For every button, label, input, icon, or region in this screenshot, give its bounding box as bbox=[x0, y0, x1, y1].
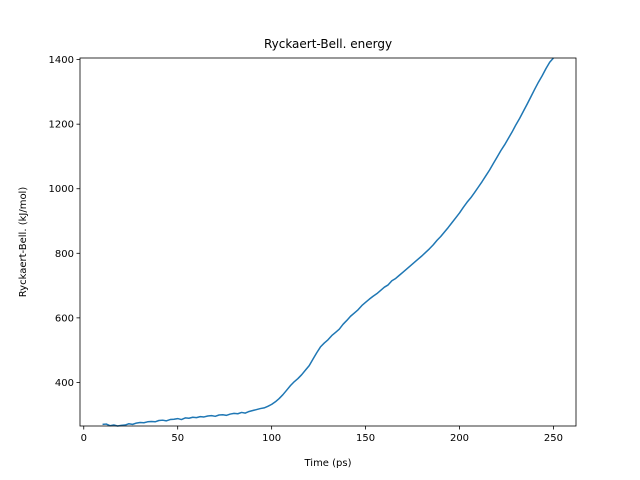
y-tick-label: 1200 bbox=[49, 120, 74, 131]
x-tick-label: 200 bbox=[450, 433, 469, 444]
y-tick-label: 1400 bbox=[49, 55, 74, 66]
x-tick-label: 0 bbox=[81, 433, 87, 444]
plot-frame bbox=[79, 57, 577, 427]
chart-title: Ryckaert-Bell. energy bbox=[264, 37, 392, 51]
y-tick-label: 800 bbox=[55, 249, 74, 260]
x-axis-ticks: 0 50 100 150 200 250 bbox=[81, 426, 563, 444]
x-tick-label: 150 bbox=[356, 433, 375, 444]
y-tick-label: 1000 bbox=[49, 184, 74, 195]
y-tick-label: 400 bbox=[55, 378, 74, 389]
y-axis-ticks: 400 600 800 1000 1200 1400 bbox=[49, 55, 80, 389]
plot-area bbox=[102, 57, 555, 427]
x-tick-label: 100 bbox=[262, 433, 281, 444]
y-tick-label: 600 bbox=[55, 313, 74, 324]
series-line-0 bbox=[102, 57, 555, 427]
x-axis-label: Time (ps) bbox=[303, 458, 351, 469]
y-axis-label: Ryckaert-Bell. (kJ/mol) bbox=[18, 187, 29, 298]
x-tick-label: 50 bbox=[171, 433, 184, 444]
x-tick-label: 250 bbox=[544, 433, 563, 444]
